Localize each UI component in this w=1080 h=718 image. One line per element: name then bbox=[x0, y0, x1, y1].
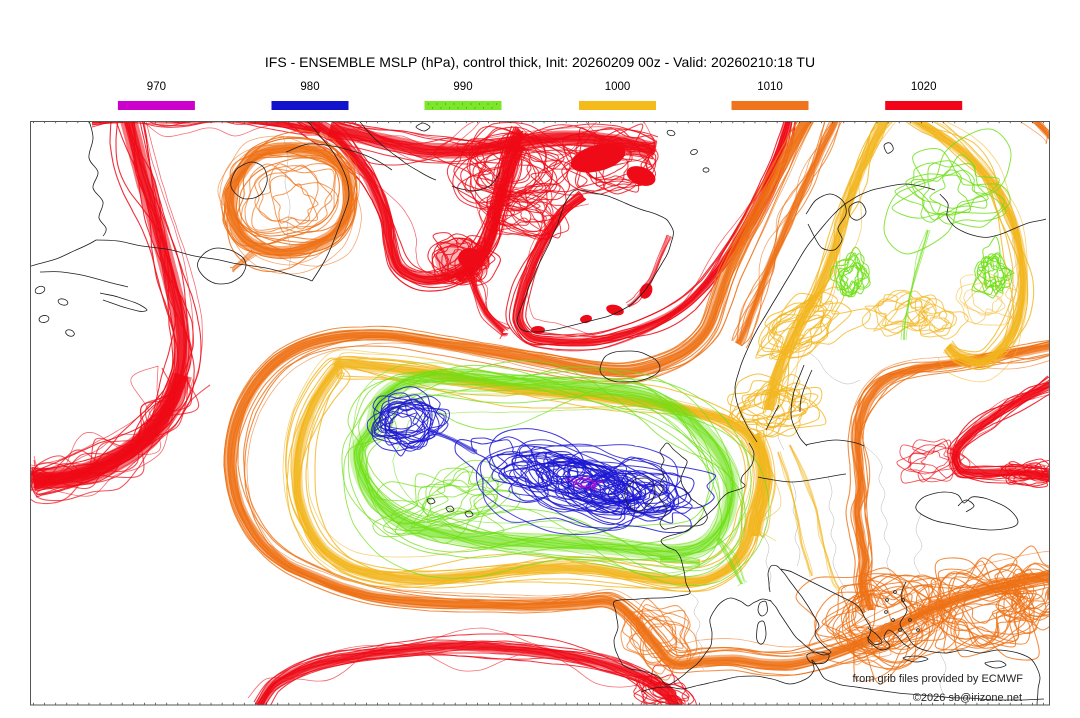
svg-text:1000: 1000 bbox=[605, 81, 631, 93]
svg-text:970: 970 bbox=[147, 81, 166, 93]
svg-text:1020: 1020 bbox=[911, 81, 937, 93]
svg-text:990: 990 bbox=[453, 81, 472, 93]
svg-text:from grib files provided by EC: from grib files provided by ECMWF bbox=[852, 673, 1023, 685]
svg-text:IFS - ENSEMBLE MSLP (hPa), con: IFS - ENSEMBLE MSLP (hPa), control thick… bbox=[265, 54, 815, 70]
svg-text:©2026 sb@irizone.net: ©2026 sb@irizone.net bbox=[913, 692, 1022, 704]
svg-text:1010: 1010 bbox=[757, 81, 783, 93]
svg-text:980: 980 bbox=[300, 81, 319, 93]
